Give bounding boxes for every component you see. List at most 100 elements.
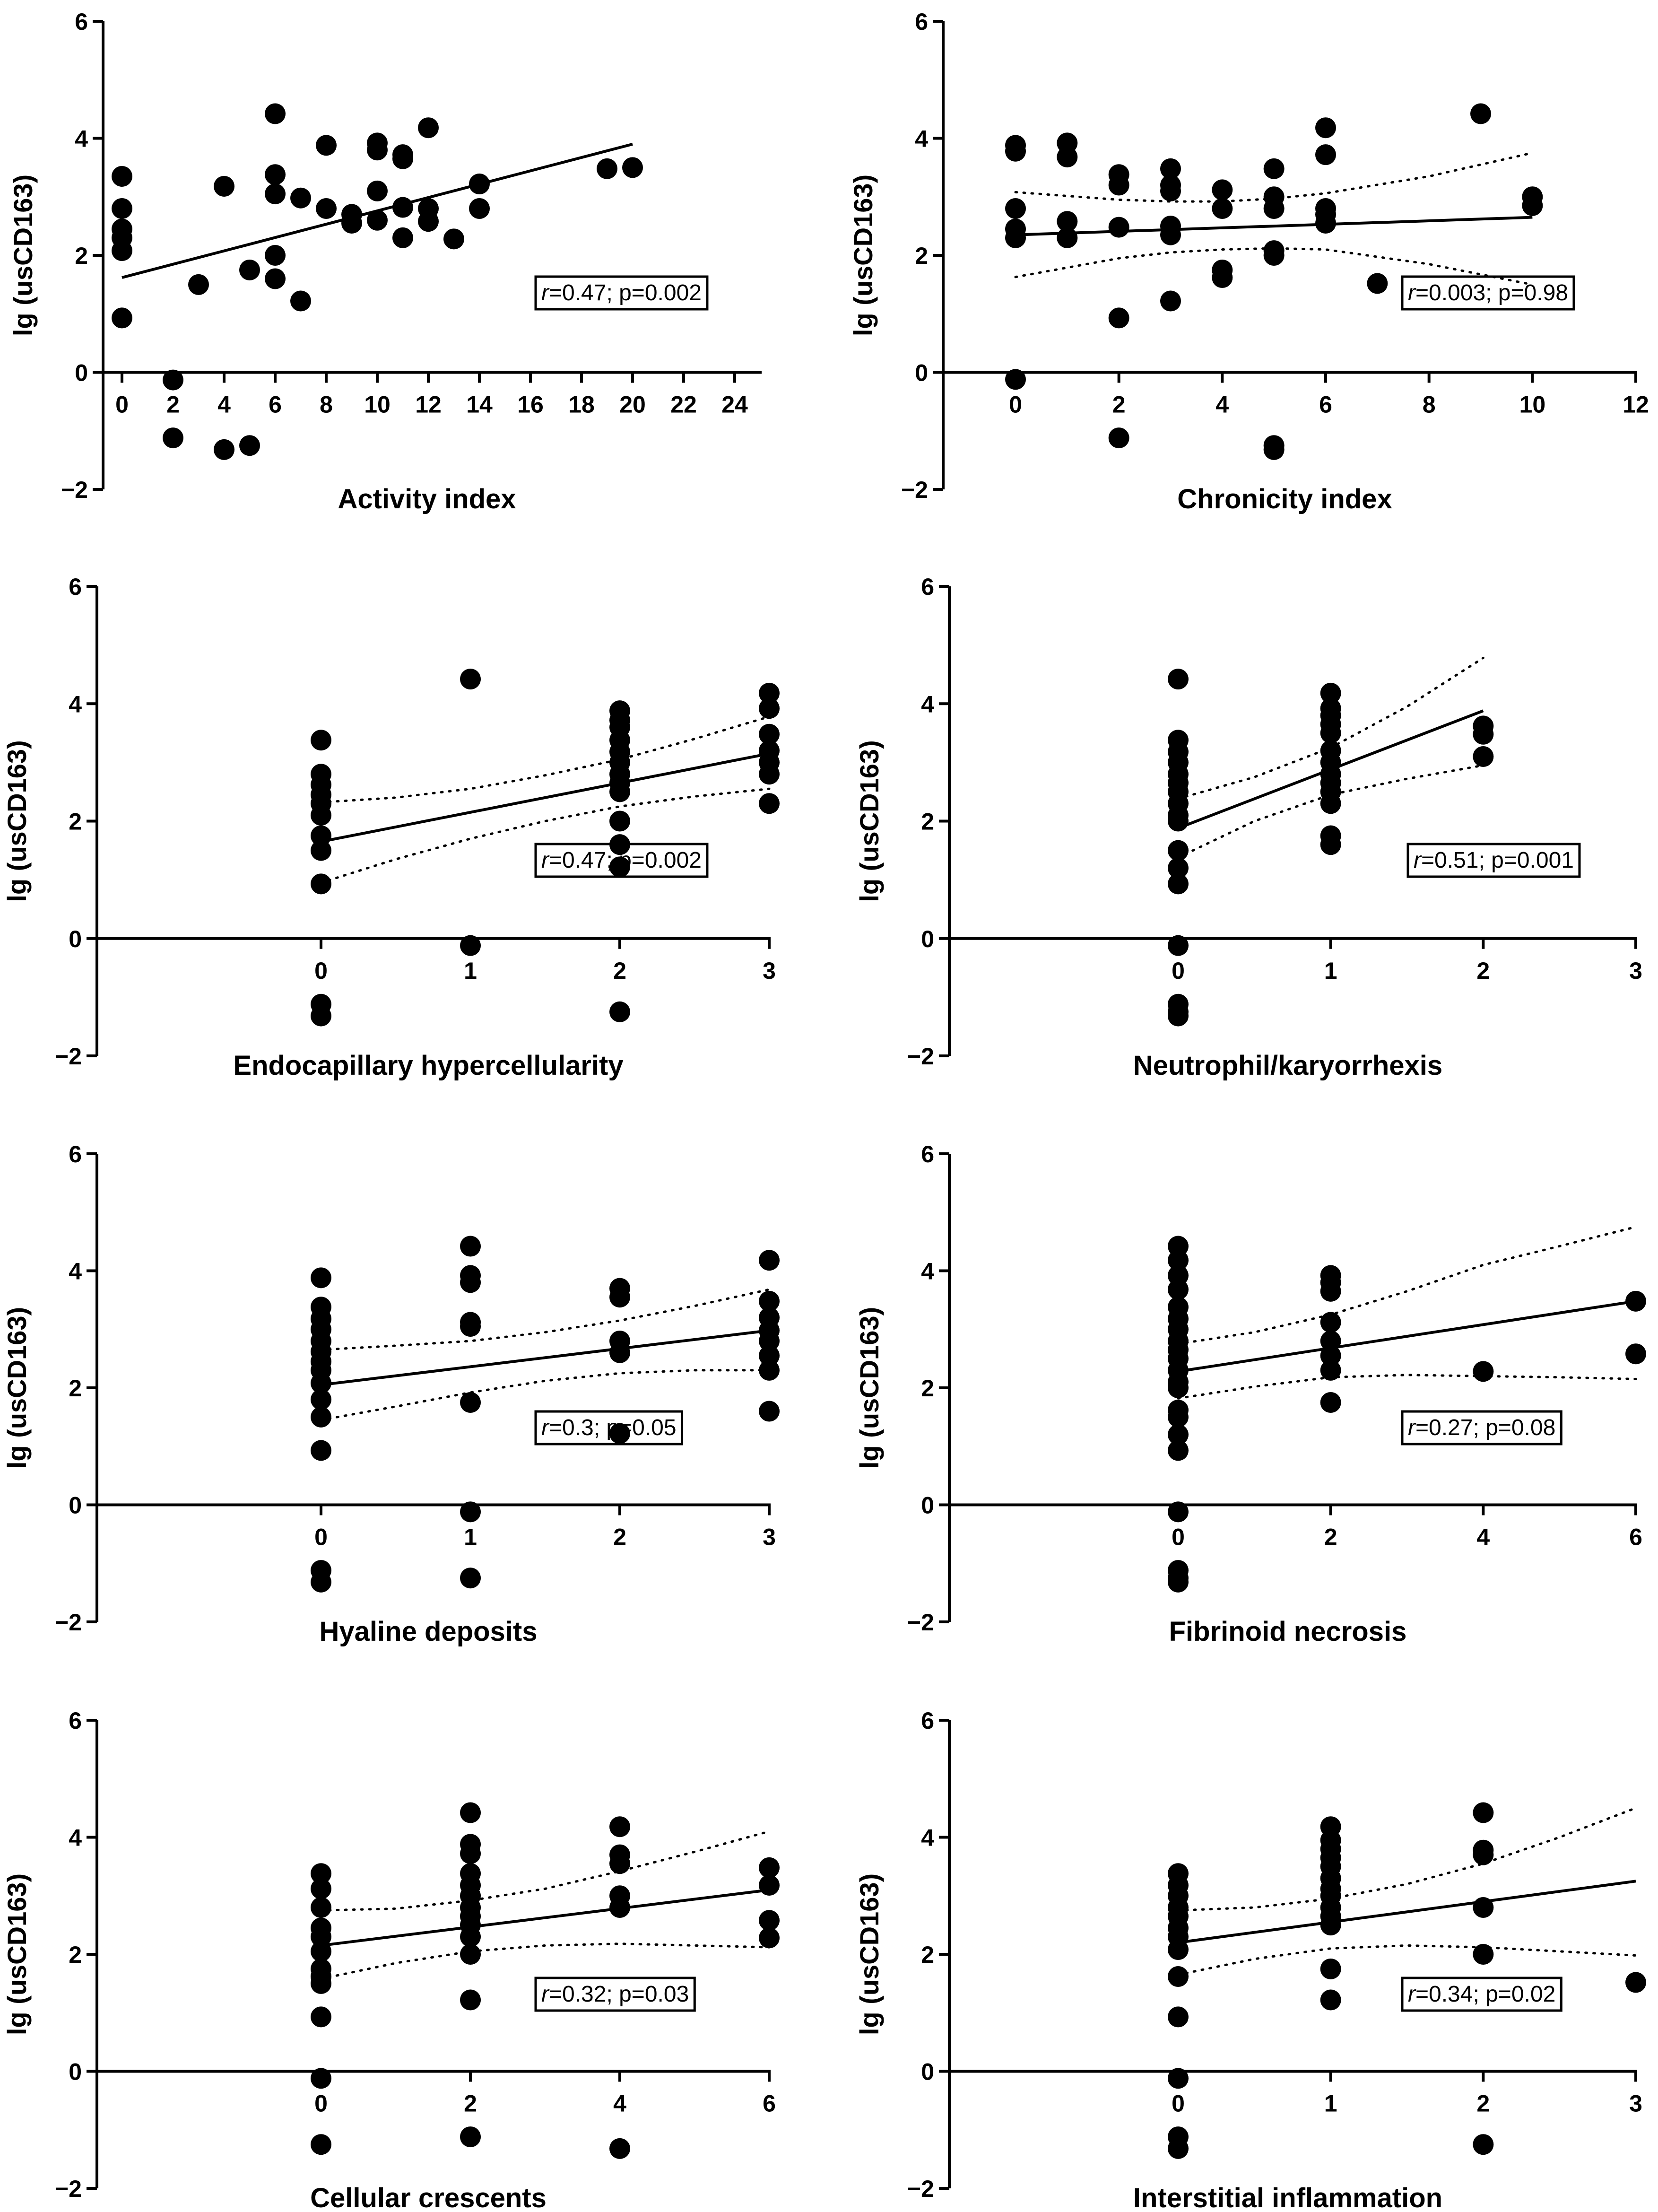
data-point	[759, 723, 780, 745]
data-point	[1315, 144, 1336, 165]
x-tick-label: 2	[1476, 2090, 1490, 2117]
data-point	[1005, 135, 1026, 156]
x-tick-label: 24	[721, 392, 748, 418]
data-point	[609, 1001, 630, 1022]
stat-annotation: r=0.47; p=0.002	[534, 275, 709, 311]
data-point	[1263, 240, 1285, 261]
data-point	[316, 198, 337, 219]
data-point	[609, 810, 630, 832]
x-tick-label: 18	[568, 392, 595, 418]
x-tick-label: 16	[517, 392, 544, 418]
data-point	[311, 840, 331, 861]
data-point	[759, 1857, 780, 1878]
chart-panel-2: −2 0 2 4 6 0 2 4 6 8 10 12 Chronicity index lg (usCD1…	[848, 9, 1649, 514]
data-point	[1320, 1345, 1341, 1366]
stat-annotation-box	[1406, 843, 1581, 878]
x-tick-label: 3	[763, 1524, 776, 1550]
data-point	[265, 103, 286, 124]
data-point	[1160, 216, 1181, 237]
x-tick-label: 0	[314, 1524, 328, 1550]
data-point	[622, 157, 643, 178]
chart-panel-5: −2 0 2 4 6 0 1 2 3 Hyaline deposits lg (usCD163) r=…	[2, 1141, 780, 1647]
data-point	[1315, 198, 1336, 219]
x-tick-label: 0	[1172, 1524, 1185, 1550]
data-point	[265, 183, 286, 205]
data-point	[1625, 1343, 1646, 1365]
stat-annotation: r=0.34; p=0.02	[1401, 1977, 1563, 2012]
data-point	[443, 228, 464, 250]
data-point	[1320, 1265, 1341, 1286]
stat-annotation-box	[534, 1977, 696, 2012]
y-tick-label: 2	[921, 809, 934, 835]
x-tick-label: 1	[464, 958, 477, 984]
y-tick-label: 2	[921, 1375, 934, 1402]
y-tick-label: 0	[921, 1492, 934, 1519]
data-point	[1005, 218, 1026, 240]
data-point	[214, 175, 234, 197]
data-point	[311, 2134, 331, 2155]
x-tick-label: 3	[1629, 2090, 1642, 2117]
data-point	[1168, 1236, 1189, 1257]
data-point	[163, 427, 183, 449]
data-point	[1473, 1802, 1494, 1823]
y-tick-label: 2	[915, 243, 928, 269]
y-tick-label: 4	[69, 1258, 82, 1285]
y-tick-label: 0	[69, 2059, 82, 2085]
stat-annotation: r=0.3; p=0.05	[534, 1410, 684, 1446]
ci-lower-line	[1177, 764, 1484, 859]
data-point	[1057, 132, 1078, 154]
data-point	[460, 1863, 481, 1884]
y-tick-label: 6	[921, 1707, 934, 1734]
data-point	[1473, 715, 1494, 737]
stat-annotation-box	[534, 843, 709, 878]
data-point	[1168, 1966, 1189, 1987]
data-point	[469, 198, 490, 219]
x-tick-label: 2	[613, 1524, 626, 1550]
x-tick-label: 2	[1324, 1524, 1337, 1550]
data-point	[460, 1312, 481, 1333]
data-point	[759, 1359, 780, 1381]
y-tick-label: 2	[921, 1942, 934, 1968]
data-point	[1168, 1501, 1189, 1523]
data-point	[1168, 1440, 1189, 1461]
data-point	[759, 1874, 780, 1896]
data-point	[290, 187, 311, 209]
data-point	[1108, 217, 1129, 238]
y-tick-label: 6	[921, 574, 934, 600]
data-point	[1168, 935, 1189, 956]
data-point	[265, 164, 286, 185]
stat-annotation: r=0.32; p=0.03	[534, 1977, 696, 2012]
x-tick-label: 3	[763, 958, 776, 984]
stat-annotation: r=0.47; p=0.002	[534, 843, 709, 878]
y-tick-label: 6	[69, 1141, 82, 1167]
regression-line	[1015, 216, 1533, 236]
y-tick-label: −2	[55, 1043, 82, 1070]
x-tick-label: 6	[1629, 1524, 1642, 1550]
data-point	[460, 2126, 481, 2148]
x-tick-label: 22	[670, 392, 697, 418]
x-axis-label: Interstitial inflammation	[1133, 2183, 1442, 2212]
data-point	[1168, 2068, 1189, 2089]
x-tick-label: 10	[1519, 392, 1546, 418]
data-point	[759, 740, 780, 761]
data-point	[1320, 1359, 1341, 1381]
x-axis-label: Neutrophil/karyorrhexis	[1133, 1050, 1442, 1081]
data-point	[1168, 1863, 1189, 1884]
y-tick-label: −2	[55, 2176, 82, 2202]
x-tick-label: 6	[763, 2090, 776, 2117]
data-point	[112, 218, 132, 240]
data-point	[418, 198, 439, 219]
data-point	[1168, 1005, 1189, 1027]
data-point	[1320, 1816, 1341, 1838]
x-tick-label: 14	[466, 392, 493, 418]
y-tick-label: 0	[921, 926, 934, 952]
data-point	[311, 1406, 331, 1428]
y-axis-label: lg (usCD163)	[8, 174, 38, 336]
stat-annotation-text: r=0.003; p=0.98	[1408, 280, 1568, 305]
data-point	[112, 165, 132, 187]
y-tick-label: 4	[921, 1825, 934, 1851]
x-tick-label: 2	[1476, 958, 1490, 984]
data-point	[239, 259, 260, 280]
data-point	[460, 1265, 481, 1286]
